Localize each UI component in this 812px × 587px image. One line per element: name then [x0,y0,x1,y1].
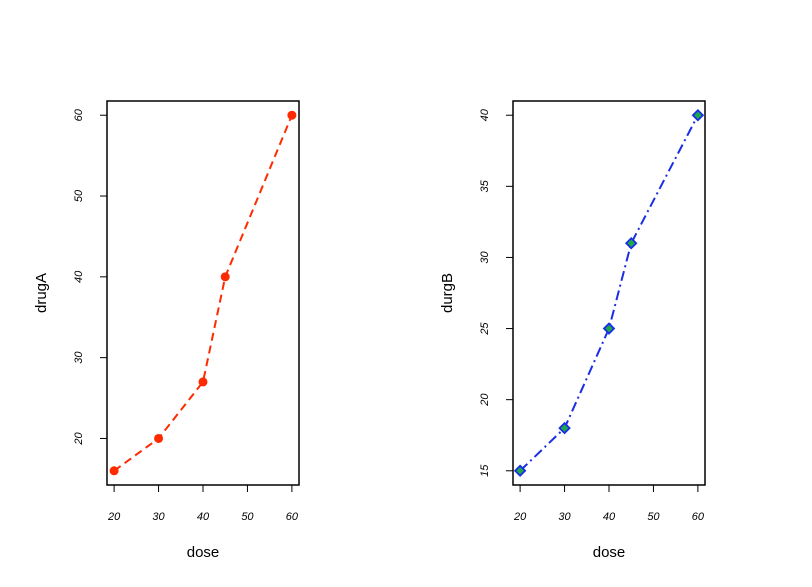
x-tick-label: 50 [647,511,660,523]
x-axis-label: dose [593,544,626,561]
point [154,433,164,443]
y-tick-label: 15 [479,464,491,477]
y-tick-label: 30 [73,351,85,364]
x-tick-label: 20 [107,511,121,523]
x-tick-label: 50 [241,511,254,523]
plot-frame [106,100,300,486]
x-tick-label: 60 [692,511,705,523]
y-tick-label: 30 [479,250,491,263]
point [624,236,638,250]
point [513,464,527,478]
point [602,322,616,335]
x-tick-label: 30 [558,511,571,523]
y-tick-label: 50 [73,189,85,202]
x-tick-label: 30 [152,511,165,523]
y-tick-label: 40 [73,270,85,283]
data-line [113,114,293,472]
x-tick-label: 60 [286,511,299,523]
point [691,108,705,122]
y-tick-label: 60 [73,108,85,121]
point [558,421,571,435]
x-axis-label: dose [187,544,220,561]
y-tick-label: 35 [479,179,491,192]
point [198,377,208,387]
point [109,466,119,476]
y-tick-label: 20 [73,431,85,445]
x-tick-label: 40 [197,511,210,523]
point [287,110,297,120]
point [220,272,230,282]
y-tick-label: 25 [479,322,491,336]
x-tick-label: 20 [513,511,527,523]
x-tick-label: 40 [603,511,616,523]
y-tick-label: 40 [479,108,491,121]
y-axis-label: durgB [439,273,456,313]
y-tick-label: 20 [479,393,491,407]
y-axis-label: drugA [33,273,50,313]
data-line [519,114,699,472]
